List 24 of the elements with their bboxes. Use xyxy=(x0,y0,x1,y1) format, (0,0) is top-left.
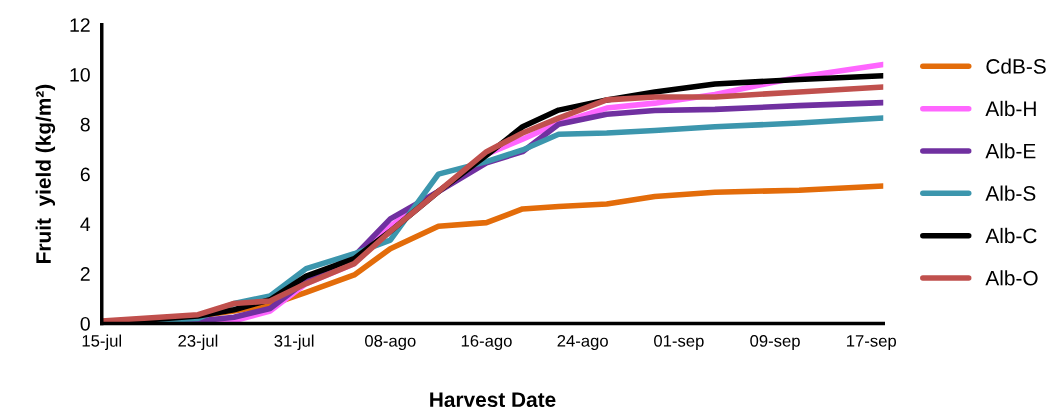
x-tick-label: 31-jul xyxy=(274,334,314,351)
legend-label: Alb-C xyxy=(985,227,1037,244)
legend-label: CdB-S xyxy=(986,58,1046,74)
y-tick-label: 12 xyxy=(70,18,90,32)
legend-label: Alb-S xyxy=(985,185,1036,201)
x-tick-label: 08-ago xyxy=(365,334,416,351)
x-tick-label: 09-sep xyxy=(750,334,800,351)
y-tick-label: 10 xyxy=(70,67,90,82)
x-axis-title: Harvest Date xyxy=(430,392,556,408)
x-tick-label: 01-sep xyxy=(654,334,704,351)
y-tick-label: 4 xyxy=(80,217,91,231)
x-tick-label: 23-jul xyxy=(178,334,218,351)
x-tick-label: 24-ago xyxy=(557,334,608,351)
y-tick-label: 8 xyxy=(80,117,90,132)
y-axis-title: Fruit yield (kg/m²) xyxy=(35,84,56,263)
x-tick-label: 17-sep xyxy=(847,335,897,351)
x-tick-label: 16-ago xyxy=(461,334,512,351)
y-tick-label: 6 xyxy=(80,167,90,182)
y-tick-label: 0 xyxy=(80,316,90,331)
legend-label: Alb-E xyxy=(985,143,1036,159)
y-tick-label: 2 xyxy=(80,267,90,281)
legend-label: Alb-O xyxy=(985,270,1038,286)
legend-label: Alb-H xyxy=(985,100,1036,117)
x-tick-label: 15-jul xyxy=(82,334,122,351)
